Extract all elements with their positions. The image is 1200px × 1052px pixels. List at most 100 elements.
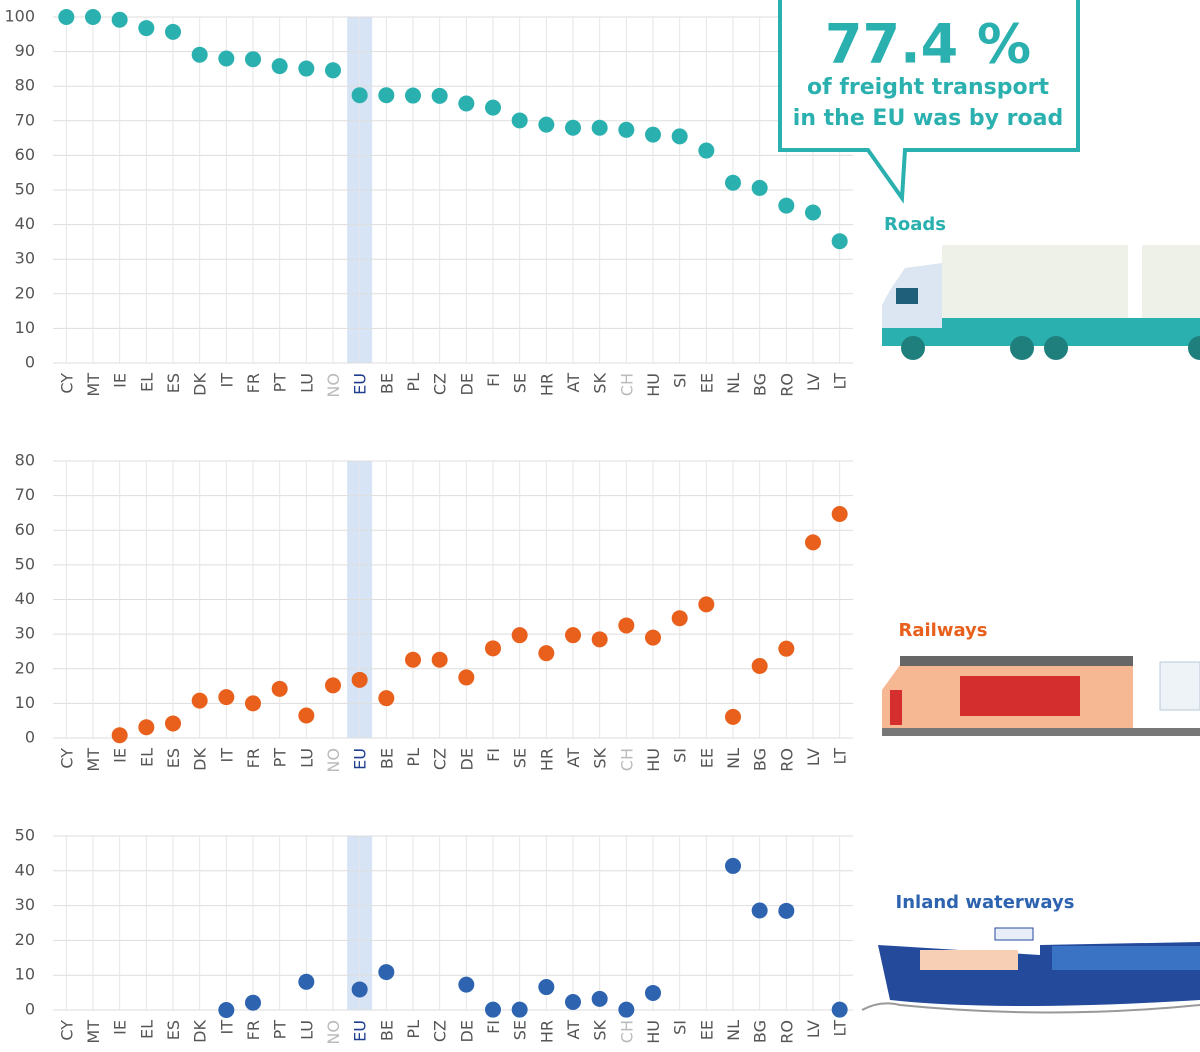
ship-cargo [1052, 946, 1200, 970]
y-tick-label: 60 [15, 145, 35, 164]
dot [85, 9, 101, 25]
dot [725, 174, 741, 191]
x-tick-label: FR [244, 1020, 263, 1040]
dot [805, 204, 821, 221]
train-roof [900, 656, 1133, 666]
x-tick-label: DK [191, 1019, 210, 1042]
x-tick-label: EE [697, 1020, 716, 1040]
x-tick-label: LT [831, 748, 850, 765]
series-title: Railways [898, 620, 987, 641]
x-tick-label: RO [777, 1020, 796, 1044]
x-tick-label: RO [777, 373, 796, 397]
dot [325, 677, 341, 694]
y-tick-label: 60 [15, 520, 35, 539]
dot [218, 1002, 235, 1018]
dot [138, 20, 155, 37]
x-tick-label: NL [724, 748, 743, 769]
train-front [890, 690, 902, 725]
truck-trim [942, 318, 1200, 328]
dot [298, 707, 315, 724]
x-tick-label: IE [111, 373, 130, 388]
dot [271, 58, 288, 75]
dot [538, 979, 555, 996]
dot [645, 126, 661, 143]
y-tick-label: 20 [15, 283, 35, 302]
dot [431, 87, 448, 104]
y-tick-label: 20 [15, 930, 35, 949]
x-tick-label: SK [591, 748, 610, 769]
dot [591, 119, 608, 136]
dot [111, 727, 128, 744]
x-tick-label: FI [484, 748, 503, 762]
wheel [1188, 336, 1200, 360]
y-tick-label: 70 [15, 485, 35, 504]
dot [511, 627, 528, 644]
dot [245, 51, 261, 68]
x-tick-label: EE [697, 373, 716, 393]
dot [538, 645, 555, 662]
dot [538, 116, 555, 133]
x-tick-label: CH [617, 373, 636, 396]
dot [698, 596, 715, 613]
x-tick-label: NO [324, 373, 343, 398]
dot [778, 902, 795, 919]
dot [191, 692, 208, 709]
dot [698, 142, 715, 159]
y-tick-label: 10 [15, 693, 35, 712]
dot [618, 1001, 635, 1018]
dot [298, 973, 315, 990]
x-tick-label: DE [457, 1020, 476, 1042]
x-tick-label: FI [484, 373, 503, 387]
x-tick-label: HU [644, 373, 663, 397]
dot [778, 640, 795, 657]
callout-box [778, 0, 1080, 204]
y-tick-label: 30 [15, 895, 35, 914]
dot [405, 651, 421, 668]
dot [138, 719, 155, 736]
dot [565, 993, 581, 1010]
x-tick-label: DE [457, 373, 476, 395]
x-tick-label: LV [804, 1020, 823, 1038]
ship-bridge [994, 927, 1034, 941]
dot [378, 964, 395, 981]
dot [805, 534, 821, 551]
dot [831, 1001, 848, 1018]
x-tick-label: HR [537, 373, 556, 396]
y-tick-label: 40 [15, 589, 35, 608]
x-tick-label: EU [351, 748, 370, 770]
x-tick-label: LU [297, 373, 316, 393]
x-tick-label: IT [217, 1020, 236, 1035]
y-tick-label: 80 [15, 76, 35, 95]
dot [218, 50, 235, 67]
x-tick-label: ES [164, 1020, 183, 1040]
x-tick-label: FR [244, 748, 263, 768]
x-tick-label: FI [484, 1020, 503, 1034]
series-title: Roads [884, 214, 946, 235]
wheel [1044, 336, 1068, 360]
x-tick-label: BG [751, 748, 770, 771]
truck-container [1142, 245, 1200, 325]
dot [218, 689, 235, 706]
dot [351, 87, 368, 104]
y-tick-label: 10 [15, 965, 35, 984]
train-grille [960, 676, 1080, 716]
dot [378, 690, 395, 707]
y-tick-label: 70 [15, 110, 35, 129]
y-tick-label: 100 [4, 7, 35, 26]
dot [378, 87, 395, 104]
y-tick-label: 50 [15, 554, 35, 573]
truck-window [896, 288, 918, 304]
x-tick-label: BE [377, 1020, 396, 1041]
wheel [1010, 336, 1034, 360]
x-tick-label: CY [57, 748, 76, 769]
x-tick-label: SI [671, 373, 690, 388]
y-tick-label: 50 [15, 180, 35, 199]
x-tick-label: SI [671, 748, 690, 763]
dot [165, 715, 181, 732]
x-tick-label: NL [724, 373, 743, 394]
dot [511, 112, 528, 129]
y-tick-label: 40 [15, 214, 35, 233]
dot [618, 121, 635, 138]
dot [458, 976, 475, 993]
